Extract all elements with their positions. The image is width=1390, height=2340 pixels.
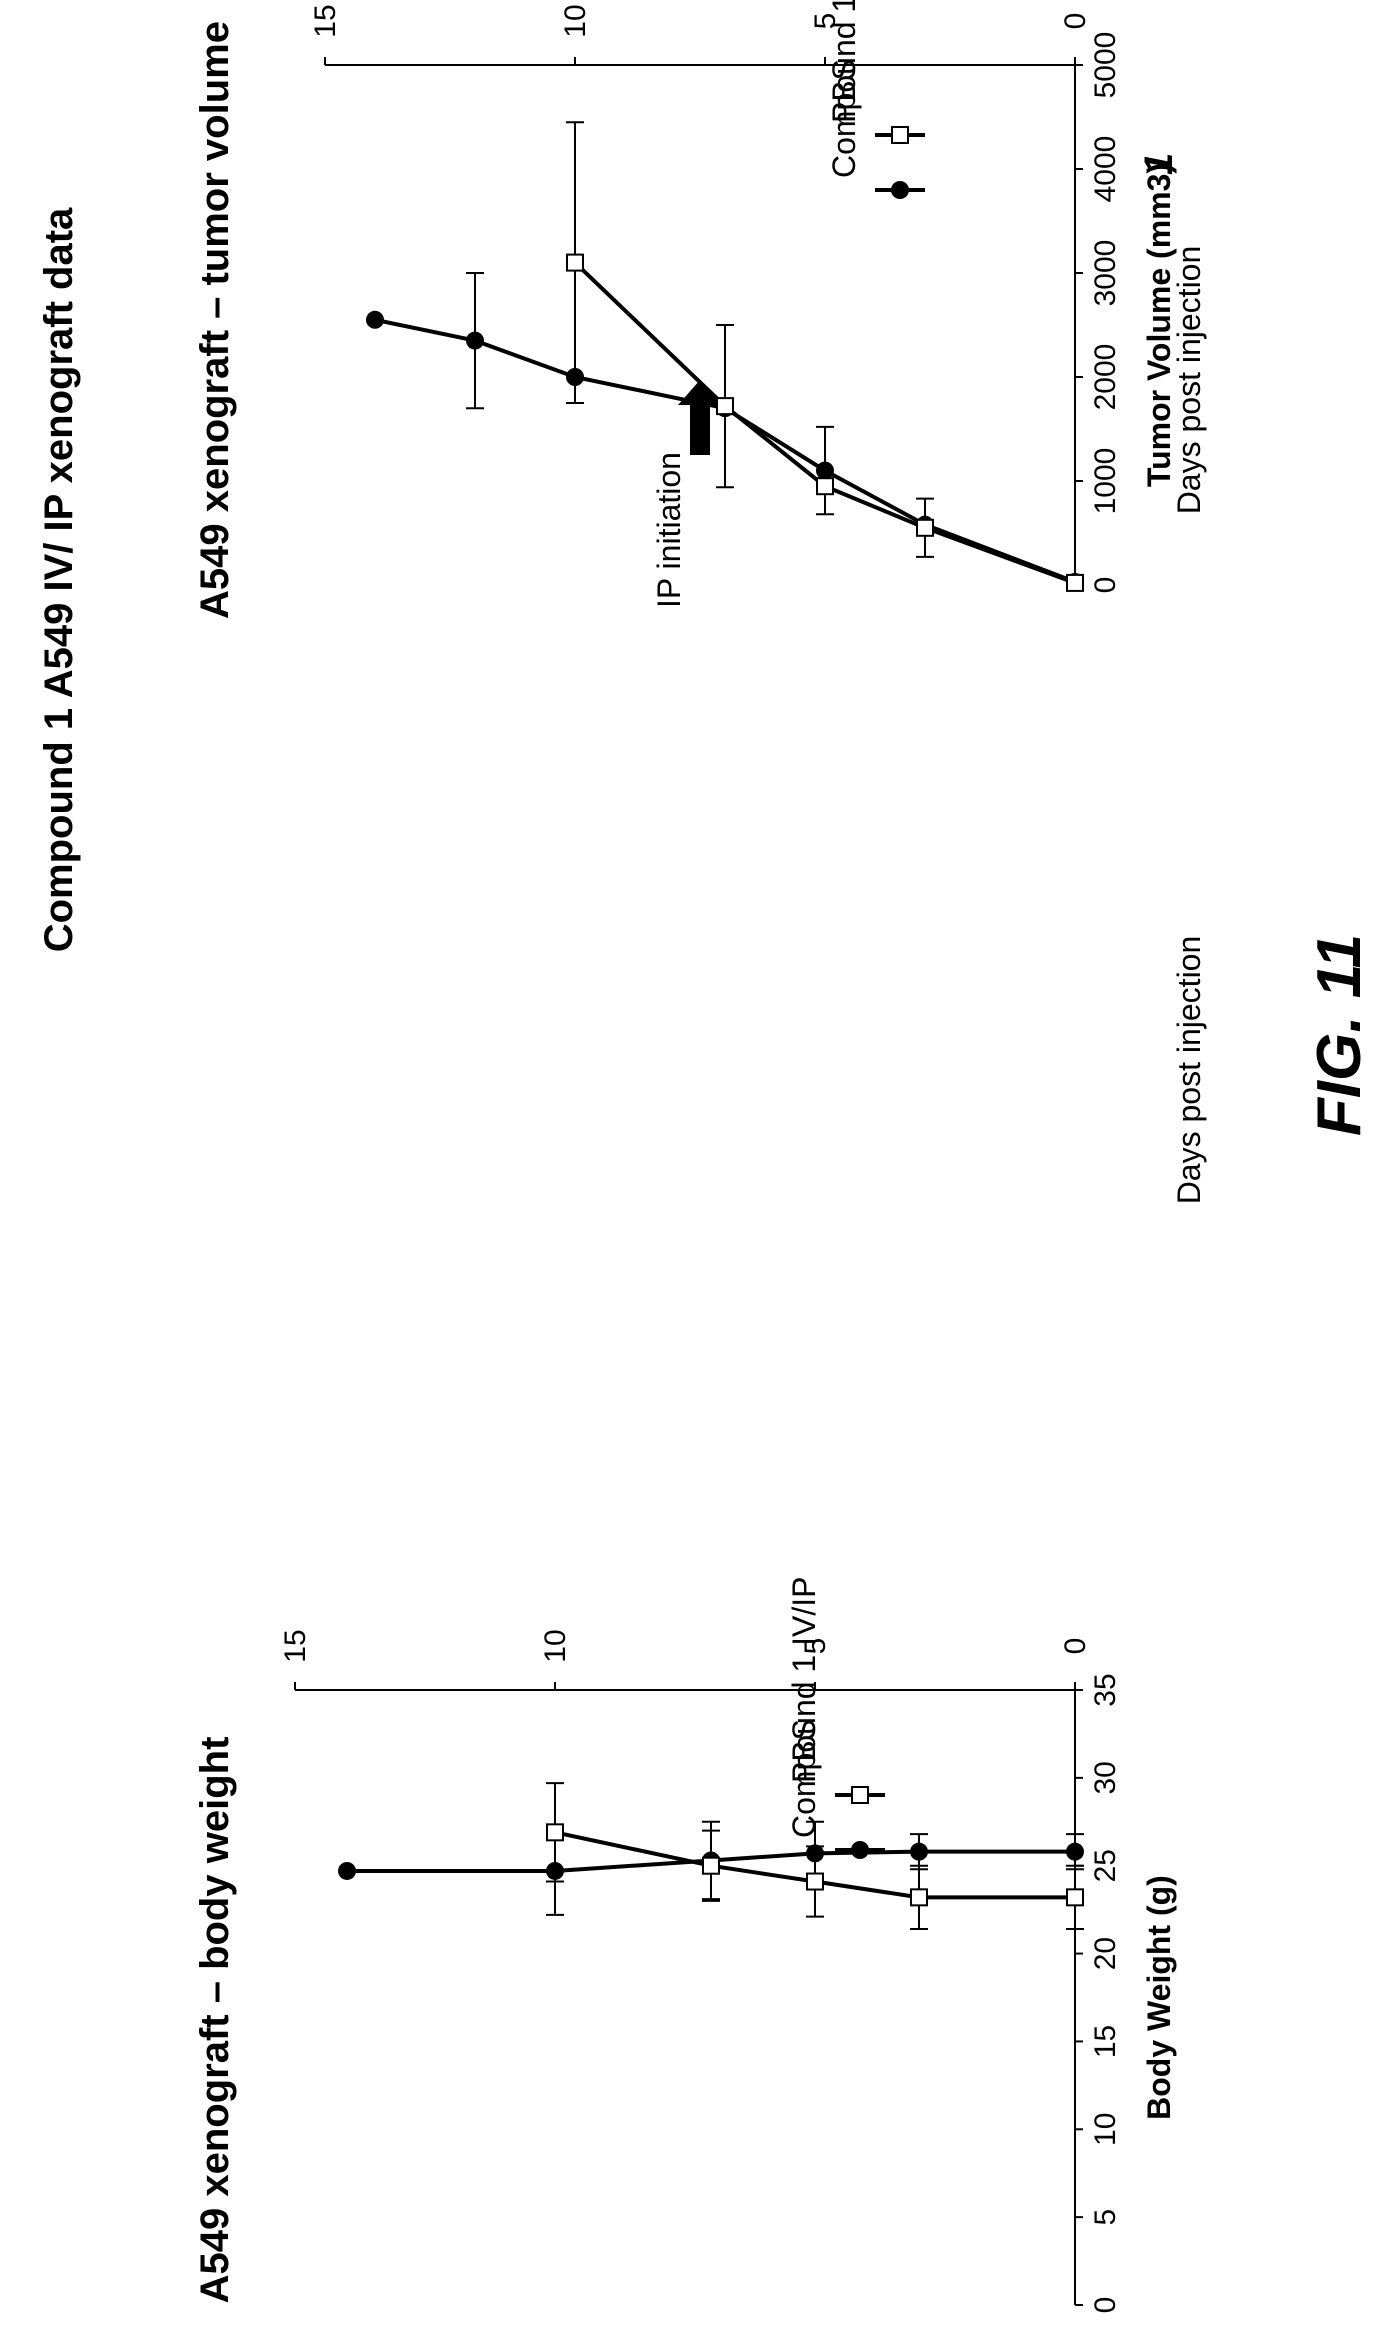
data-point [566,253,584,272]
legend-label: Compound 1 IV/IP [826,0,862,178]
day-tick-label: 0 [1059,13,1092,30]
value-tick-label: 0 [1089,577,1122,594]
value-tick-label: 5000 [1089,32,1122,99]
value-tick-label: 5 [1089,2209,1122,2226]
main-title: Compound 1 A549 IV/ IP xenograft data [37,207,81,952]
data-point [338,1861,356,1880]
series-0: Compound 1 IV/IP [366,0,1084,591]
value-tick-label: 1000 [1089,448,1122,515]
value-tick-label: 2000 [1089,344,1122,411]
series-line [573,261,1076,585]
x-axis-label: Days post injection [1171,936,1207,1205]
value-tick-label: 35 [1089,1673,1122,1706]
data-point [1066,1888,1084,1907]
series-1: PBS [546,1719,1084,1930]
value-tick-label: 0 [1089,2297,1122,2314]
data-point [806,1872,824,1891]
data-point [1066,573,1084,592]
value-tick-label: 25 [1089,1849,1122,1882]
y-axis-label: Body Weight (g) [1141,1875,1177,2120]
legend-label: PBS [826,59,862,123]
legend-marker [851,1786,869,1804]
legend-marker [891,126,909,144]
data-point [816,477,834,496]
value-tick-label: 10 [1089,2113,1122,2146]
day-tick-label: 10 [539,1629,572,1662]
data-point [916,518,934,537]
data-point [1066,1842,1084,1861]
series-line [347,1849,1075,1873]
figure-label: FIG. 11 [1305,934,1374,1136]
day-tick-label: 15 [309,4,342,37]
data-point [716,397,734,416]
value-tick-label: 30 [1089,1761,1122,1794]
value-tick-label: 3000 [1089,240,1122,307]
legend-label: Compound 1 IV/IP [786,1577,822,1838]
day-tick-label: 0 [1059,1638,1092,1655]
tumor-volume-chart: 0 1000 2000 3000 4000 5000 0 5 10 15 A549 xenograf… [193,0,1207,619]
day-tick-label: 5 [799,1638,832,1655]
data-point [910,1888,928,1907]
x-axis-label: Days post injection [1171,246,1207,515]
legend-label: PBS [786,1719,822,1783]
data-point [546,1823,564,1842]
body-weight-chart: 0 5 10 15 20 25 30 35 0 5 10 15 A549 xenograft – bod… [193,936,1207,2314]
data-point [466,331,484,350]
value-tick-label: 4000 [1089,136,1122,203]
annotation-label: IP initiation [651,452,687,608]
value-tick-label: 20 [1089,1937,1122,1970]
chart-title: A549 xenograft – body weight [193,1737,237,2304]
series-1: PBS [566,59,1084,592]
legend-marker [891,181,909,199]
annotation-arrow [678,380,722,455]
day-tick-label: 5 [809,13,842,30]
legend-marker [851,1841,869,1859]
day-tick-label: 10 [559,4,592,37]
data-point [910,1842,928,1861]
data-point [816,461,834,480]
chart-title: A549 xenograft – tumor volume [193,21,237,619]
value-tick-label: 15 [1089,2025,1122,2058]
y-axis-label-suffix: 1 [1137,153,1181,175]
data-point [702,1856,720,1875]
day-tick-label: 15 [279,1629,312,1662]
y-axis-label: Tumor Volume (mm3) [1141,163,1177,487]
data-point [366,310,384,329]
